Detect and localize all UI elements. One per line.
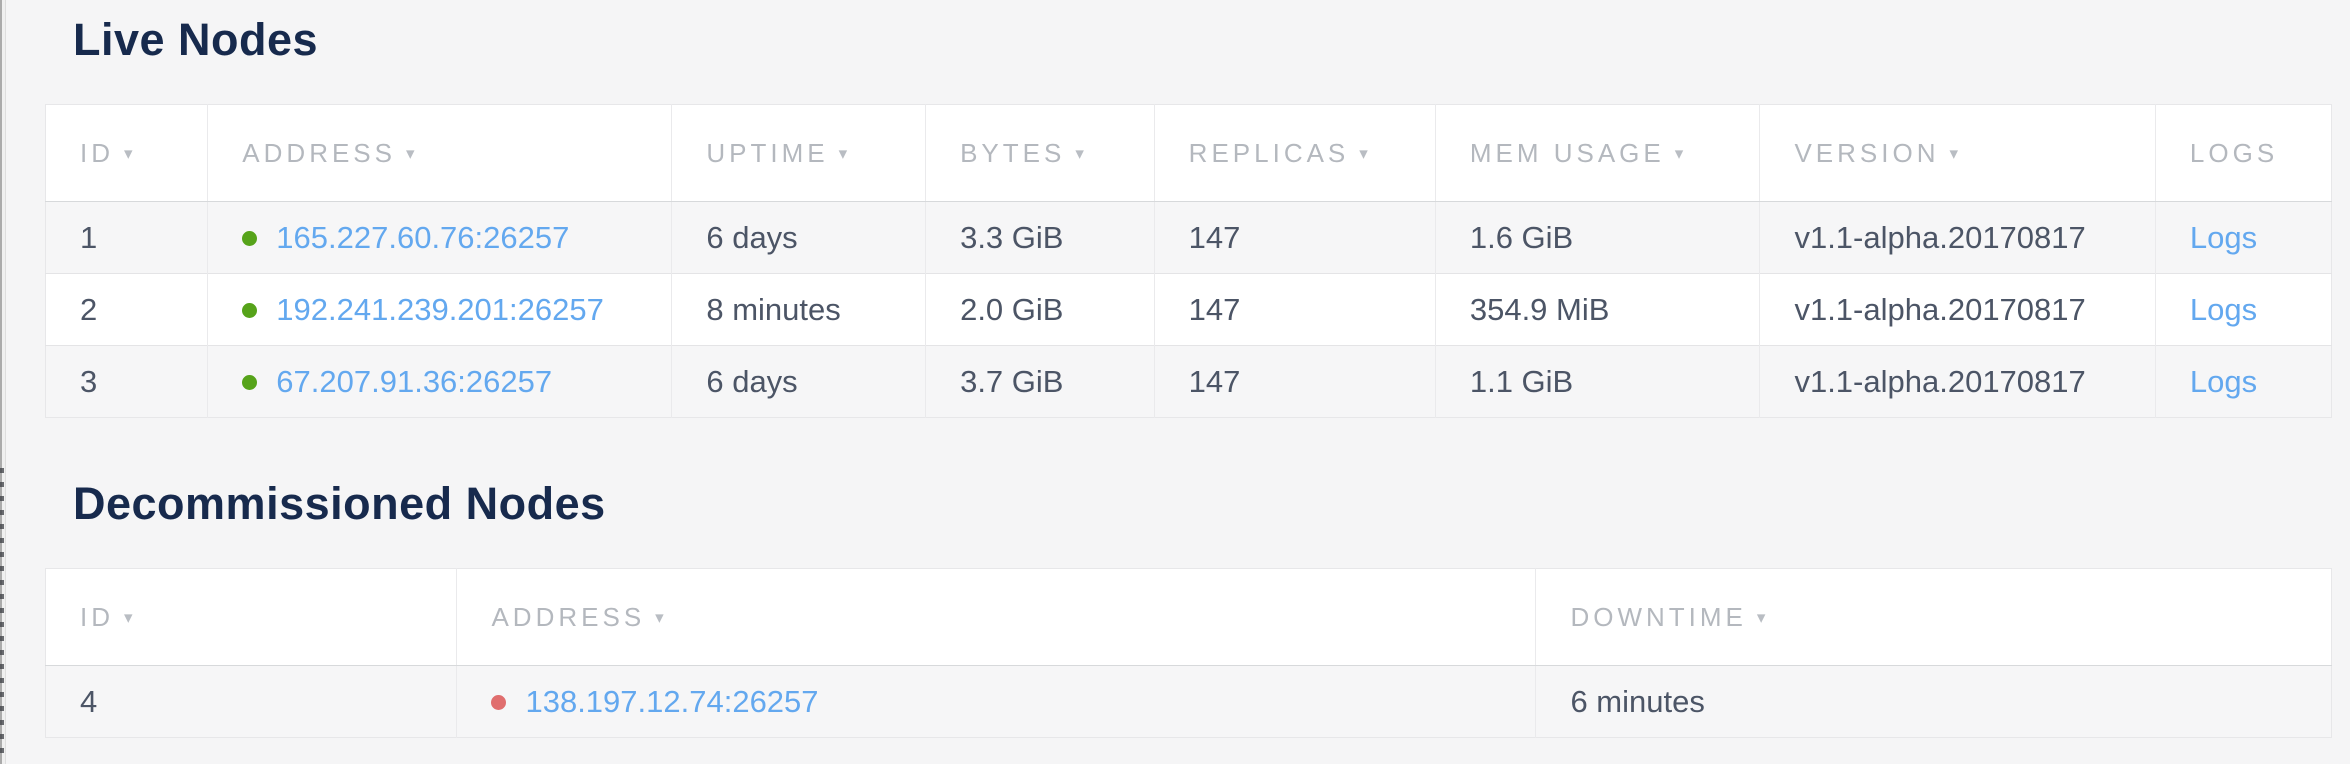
decommissioned-nodes-header-row: ID ▾ ADDRESS ▾ DOWNTIME ▾ <box>45 568 2332 666</box>
node-logs-link[interactable]: Logs <box>2189 363 2258 399</box>
column-label: LOGS <box>2189 137 2279 168</box>
live-status-dot <box>242 230 258 246</box>
decommissioned-nodes-section: Decommissioned Nodes ID ▾ ADDRESS ▾ DOWNTIME… <box>45 478 2332 738</box>
id-cell: 1 <box>80 219 98 255</box>
replicas-cell: 147 <box>1153 273 1436 346</box>
bytes-cell: 2.0 GiB <box>925 273 1155 346</box>
id-cell: 3 <box>45 345 208 418</box>
node-address-link[interactable]: 165.227.60.76:26257 <box>276 219 570 255</box>
id-cell: 2 <box>45 273 208 346</box>
address-cell: 192.241.239.201:26257 <box>207 273 672 346</box>
sort-caret-icon: ▾ <box>124 607 133 627</box>
version-cell: v1.1-alpha.20170817 <box>1759 273 2156 346</box>
live-node-row: 2 192.241.239.201:26257 8 minutes 2.0 GiB 14… <box>45 273 2332 346</box>
column-label: BYTES <box>960 137 1066 168</box>
live-nodes-header-row: ID ▾ ADDRESS ▾ UPTIME ▾ BYTES ▾ REPLICAS ▾ MEM USA… <box>45 104 2332 202</box>
uptime-cell: 6 days <box>671 345 926 418</box>
live-node-row: 1 165.227.60.76:26257 6 days 3.3 GiB 147 1.6 … <box>45 201 2332 274</box>
column-label: ADDRESS <box>491 601 646 632</box>
address-cell: 138.197.12.74:26257 <box>456 665 1536 738</box>
column-header-uptime[interactable]: UPTIME ▾ <box>671 104 926 202</box>
uptime-cell: 6 days <box>671 201 926 274</box>
decommissioned-nodes-title: Decommissioned Nodes <box>73 478 606 529</box>
bytes-cell: 3.3 GiB <box>925 201 1155 274</box>
replicas-cell: 147 <box>1153 201 1436 274</box>
sort-caret-icon: ▾ <box>1674 143 1684 163</box>
column-label: REPLICAS <box>1188 137 1350 168</box>
node-logs-link[interactable]: Logs <box>2189 219 2258 255</box>
column-header-address[interactable]: ADDRESS ▾ <box>456 568 1536 666</box>
logs-cell: Logs <box>2154 273 2332 346</box>
node-address-link[interactable]: 138.197.12.74:26257 <box>525 683 819 719</box>
live-node-row: 3 67.207.91.36:26257 6 days 3.7 GiB 147 1.1 G… <box>45 345 2332 418</box>
node-address-link[interactable]: 192.241.239.201:26257 <box>276 291 604 327</box>
logs-cell: Logs <box>2154 201 2332 274</box>
column-header-id[interactable]: ID ▾ <box>45 568 457 666</box>
uptime-cell: 8 minutes <box>671 273 926 346</box>
bytes-cell: 3.7 GiB <box>925 345 1155 418</box>
column-header-downtime[interactable]: DOWNTIME ▾ <box>1535 568 2332 666</box>
live-nodes-table: ID ▾ ADDRESS ▾ UPTIME ▾ BYTES ▾ REPLICAS ▾ MEM USA… <box>45 104 2332 418</box>
mem-usage-cell: 1.6 GiB <box>1434 201 1760 274</box>
left-edge-artifact <box>0 0 6 764</box>
decommissioned-node-row: 4 138.197.12.74:26257 6 minutes <box>45 665 2332 738</box>
sort-caret-icon: ▾ <box>655 607 664 627</box>
address-cell: 67.207.91.36:26257 <box>207 345 672 418</box>
node-address-link[interactable]: 67.207.91.36:26257 <box>276 363 553 399</box>
sort-caret-icon: ▾ <box>1359 143 1368 163</box>
mem-usage-cell: 354.9 MiB <box>1434 273 1760 346</box>
column-label: DOWNTIME <box>1570 601 1747 632</box>
column-label: ID <box>80 601 114 632</box>
address-cell: 165.227.60.76:26257 <box>207 201 672 274</box>
column-header-address[interactable]: ADDRESS ▾ <box>207 104 672 202</box>
sort-caret-icon: ▾ <box>124 143 133 163</box>
column-label: UPTIME <box>706 137 829 168</box>
column-header-bytes[interactable]: BYTES ▾ <box>925 104 1155 202</box>
sort-caret-icon: ▾ <box>406 143 415 163</box>
sort-caret-icon: ▾ <box>1949 143 1959 163</box>
column-label: ADDRESS <box>242 137 396 168</box>
column-header-mem-usage[interactable]: MEM USAGE ▾ <box>1434 104 1760 202</box>
id-cell: 4 <box>80 683 98 719</box>
column-label: MEM USAGE <box>1469 137 1665 168</box>
column-label: VERSION <box>1794 137 1940 168</box>
column-header-replicas[interactable]: REPLICAS ▾ <box>1153 104 1436 202</box>
live-nodes-title: Live Nodes <box>73 14 319 65</box>
sort-caret-icon: ▾ <box>838 143 848 163</box>
replicas-cell: 147 <box>1153 345 1436 418</box>
version-cell: v1.1-alpha.20170817 <box>1759 201 2156 274</box>
decommissioned-status-dot <box>491 694 507 710</box>
sort-caret-icon: ▾ <box>1756 607 1766 627</box>
node-logs-link[interactable]: Logs <box>2189 291 2258 327</box>
downtime-cell: 6 minutes <box>1535 665 2332 738</box>
live-status-dot <box>242 302 258 318</box>
nodes-overview-page: Live Nodes ID ▾ ADDRESS ▾ UPTIME ▾ BYTES ▾ REPLI… <box>45 14 2332 738</box>
column-header-id[interactable]: ID ▾ <box>45 104 208 202</box>
live-nodes-section: Live Nodes ID ▾ ADDRESS ▾ UPTIME ▾ BYTES ▾ REPLI… <box>45 14 2332 418</box>
version-cell: v1.1-alpha.20170817 <box>1759 345 2156 418</box>
column-header-version[interactable]: VERSION ▾ <box>1759 104 2156 202</box>
mem-usage-cell: 1.1 GiB <box>1434 345 1760 418</box>
live-status-dot <box>242 374 258 390</box>
column-header-logs: LOGS <box>2154 104 2332 202</box>
decommissioned-nodes-table: ID ▾ ADDRESS ▾ DOWNTIME ▾ 4 138.197.12.74:2625… <box>45 568 2332 738</box>
logs-cell: Logs <box>2154 345 2332 418</box>
sort-caret-icon: ▾ <box>1075 143 1084 163</box>
column-label: ID <box>80 137 114 168</box>
